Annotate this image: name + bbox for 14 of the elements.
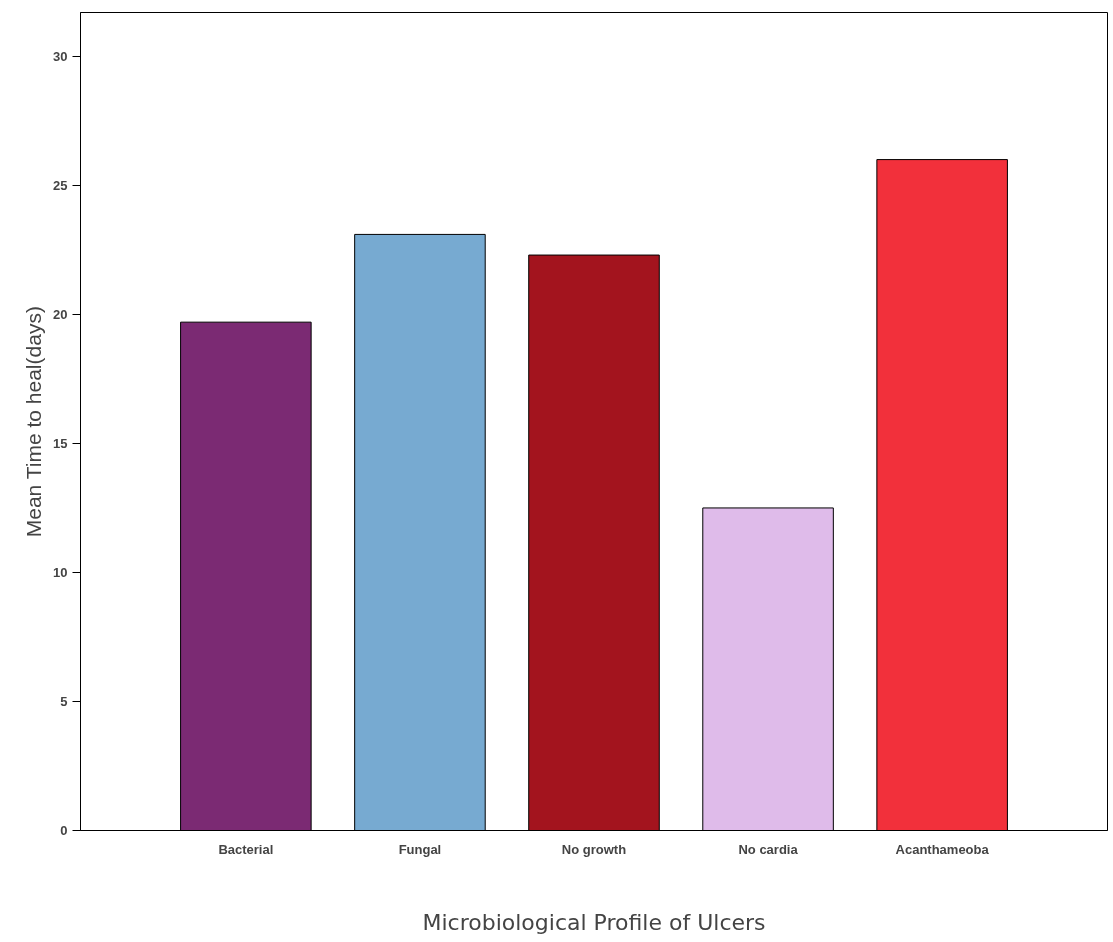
y-tick-label: 25 <box>53 177 68 193</box>
x-tick-label: No growth <box>561 841 627 857</box>
y-tick-label: 20 <box>53 306 68 322</box>
x-tick-label: No cardia <box>738 841 799 857</box>
x-tick-label: Bacterial <box>218 841 274 857</box>
y-tick-label: 15 <box>53 435 68 451</box>
x-tick-label: Fungal <box>398 841 442 857</box>
x-axis-title: Microbiological Profile of Ulcers <box>422 909 766 935</box>
y-tick-label: 0 <box>60 823 68 838</box>
y-axis-title: Mean Time to heal(days) <box>22 306 46 538</box>
y-tick-label: 10 <box>53 564 68 580</box>
y-tick-label: 5 <box>60 693 68 709</box>
y-tick-label: 30 <box>53 48 68 64</box>
x-tick-label: Acanthameoba <box>895 841 990 857</box>
